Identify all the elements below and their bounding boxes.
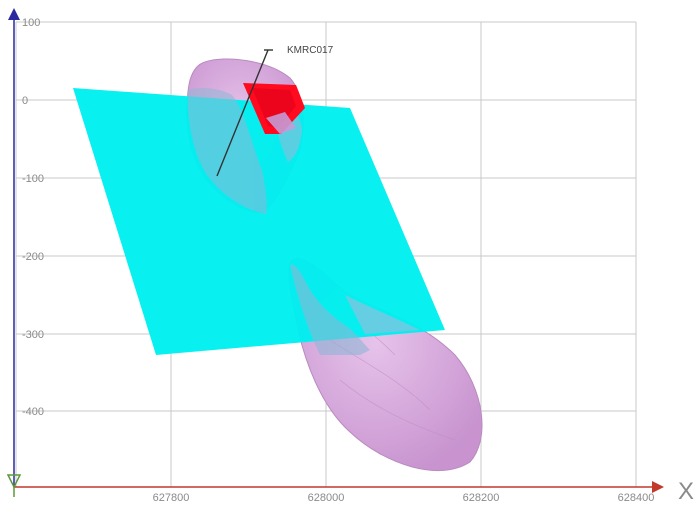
y-tick-label: -300 [22,329,44,341]
drillhole-label: KMRC017 [287,45,334,56]
y-tick-labels: 100 0 -100 -200 -300 -400 [22,17,44,418]
y-tick-label: -400 [22,406,44,418]
y-tick-label: -200 [22,251,44,263]
x-tick-label: 628400 [618,492,655,504]
x-tick-label: 628000 [308,492,345,504]
section-plane[interactable] [73,88,445,355]
x-tick-label: 627800 [153,492,190,504]
origin-marker [6,474,22,489]
y-tick-label: 100 [22,17,40,29]
axes [6,7,664,497]
drillhole-trace[interactable]: KMRC017 [216,45,334,177]
x-axis-title: X [678,478,694,505]
x-tick-labels: 627800 628000 628200 628400 [153,492,655,504]
y-tick-label: -100 [22,173,44,185]
x-tick-label: 628200 [463,492,500,504]
orebody-lower-front [290,264,420,355]
y-tick-label: 0 [22,95,28,107]
highlight-block[interactable] [243,83,305,134]
